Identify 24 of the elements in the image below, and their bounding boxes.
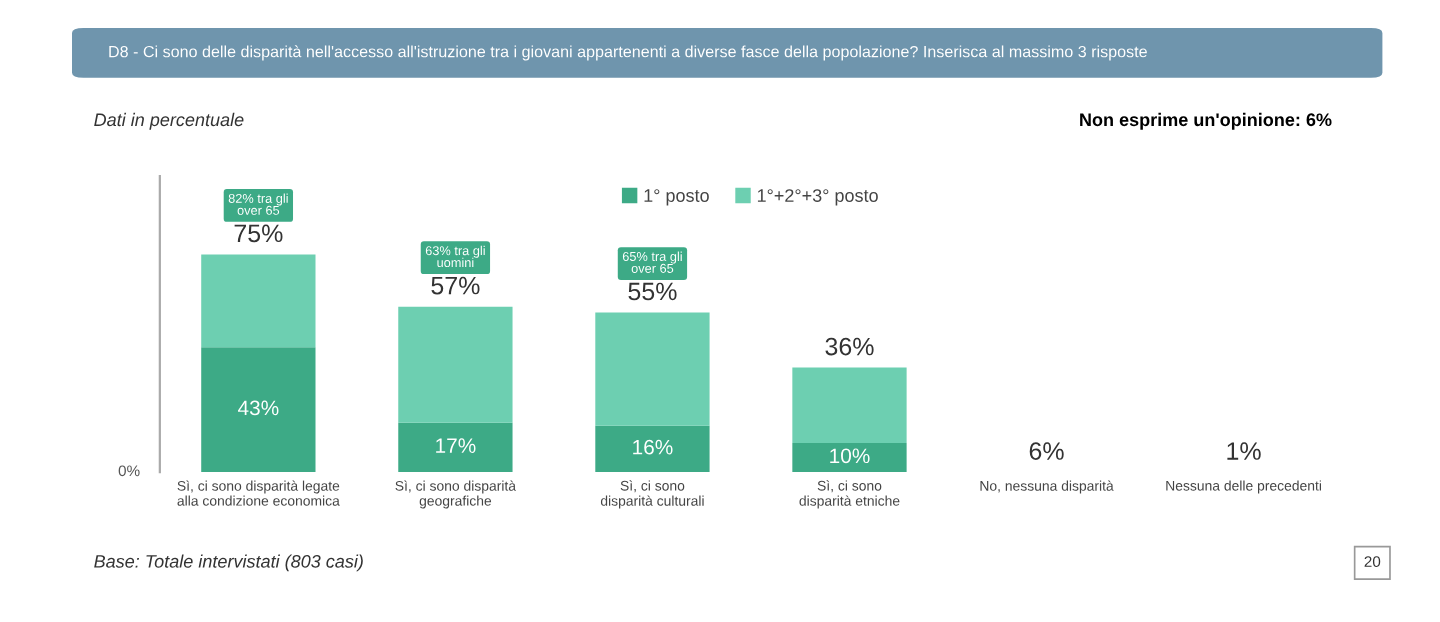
legend-label: 1°+2°+3° posto <box>757 189 878 206</box>
text: Non esprime un'opinione: 6% <box>1080 112 1332 130</box>
bar <box>398 422 513 473</box>
total-label: 75% <box>234 224 283 243</box>
legend-label: 1° posto <box>644 189 709 206</box>
annotation: 1% <box>1227 442 1261 460</box>
bar <box>792 367 907 444</box>
bar <box>398 306 513 423</box>
text: Base: Totale intervistati (803 casi) <box>94 554 363 572</box>
chart-subtitle: Dati in percentuale <box>94 112 244 130</box>
total-label: 55% <box>628 282 677 301</box>
bar <box>595 425 710 473</box>
data-label: 43% <box>237 400 279 416</box>
total-label: 36% <box>825 337 874 356</box>
chart-title: D8 - Ci sono delle disparità nell'accesso all'istruzione tra i giovani appartenenti a diverse fasce della popolazione? Inserisca al massimo 3 risposte <box>109 45 1147 61</box>
bar <box>792 443 907 473</box>
data-label: 16% <box>633 439 673 455</box>
bar <box>201 254 316 348</box>
bar <box>595 312 710 426</box>
bar <box>201 347 316 473</box>
data-label: 17% <box>436 438 476 453</box>
annotation: 6% <box>1029 442 1064 460</box>
data-label: 10% <box>830 448 870 464</box>
total-label: 57% <box>431 276 480 295</box>
